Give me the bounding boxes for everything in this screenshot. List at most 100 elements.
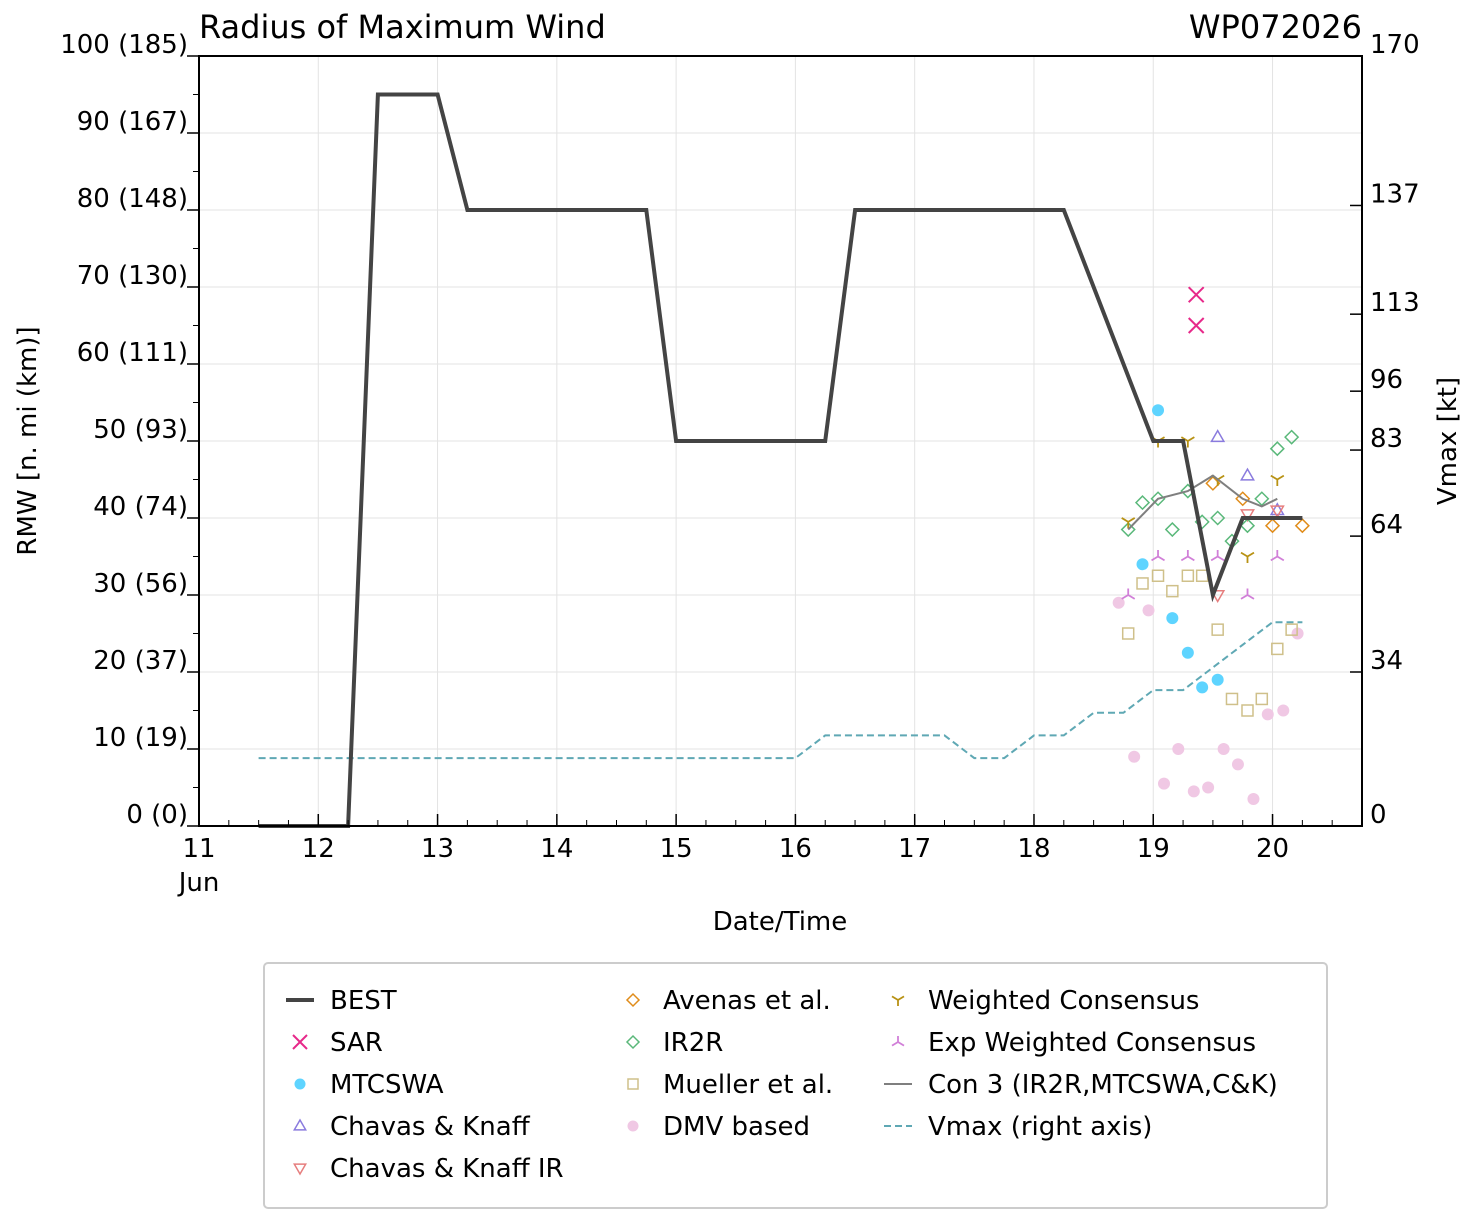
legend-swatch: [294, 1078, 306, 1090]
y-tick-label: 20 (37): [93, 646, 188, 676]
exp-weighted-consensus-point: [1270, 550, 1285, 562]
legend-label: MTCSWA: [330, 1070, 444, 1100]
sar-point: [1187, 286, 1205, 303]
legend-entry-weighted-consensus: Weighted Consensus: [891, 986, 1199, 1016]
legend-entry-sar: SAR: [292, 1028, 383, 1058]
legend-swatch: [625, 1034, 641, 1050]
x-tick-label: 20: [1256, 834, 1289, 864]
series-sar: [1187, 286, 1205, 334]
axes: 11 12 13 14 15 16 17 18 19 20 Jun 0 (0) 10 (19) 20 (3…: [60, 30, 1419, 898]
y-tick-label: 40 (74): [93, 492, 188, 522]
legend-label: Weighted Consensus: [928, 986, 1199, 1016]
legend-label: Con 3 (IR2R,MTCSWA,C&K): [928, 1070, 1278, 1100]
ir2r-point: [1150, 491, 1166, 507]
mtcswa-point: [1166, 612, 1179, 625]
mtcswa-point: [1181, 646, 1194, 659]
storm-id: WP072026: [1189, 8, 1362, 46]
dmv-based-point: [1112, 596, 1125, 609]
legend-label: BEST: [330, 986, 397, 1016]
exp-weighted-consensus-point: [1240, 588, 1255, 600]
dmv-based-point: [1157, 777, 1170, 790]
ir2r-point: [1134, 495, 1151, 511]
legend-label: Avenas et al.: [663, 986, 831, 1016]
legend-label: IR2R: [663, 1028, 723, 1058]
legend-entry-avenas-et-al: Avenas et al.: [625, 986, 831, 1016]
y-tick-label: 60 (111): [77, 338, 188, 368]
x-axis-label: Date/Time: [713, 907, 848, 937]
mueller-et-al-point: [1136, 577, 1149, 590]
dmv-based-point: [1172, 743, 1185, 755]
series-con-3-ir2r-mtcswa-c-k: [1127, 474, 1278, 531]
y-tick-label: 80 (148): [77, 184, 188, 214]
legend-label: Vmax (right axis): [928, 1112, 1152, 1142]
avenas-et-al-point: [1294, 518, 1310, 534]
legend-entry-dmv-based: DMV based: [627, 1112, 810, 1142]
exp-weighted-consensus-point: [1210, 550, 1225, 562]
dmv-based-point: [1142, 604, 1155, 617]
chavas-knaff-point: [1240, 467, 1255, 481]
legend-swatch: [627, 1120, 639, 1132]
y-tick-label: 100 (185): [60, 30, 188, 60]
legend-entry-con-3-ir2r-mtcswa-c-k: Con 3 (IR2R,MTCSWA,C&K): [884, 1070, 1278, 1100]
mueller-et-al-point: [1225, 692, 1239, 706]
dmv-based-point: [1187, 785, 1200, 798]
legend-swatch: [293, 1163, 307, 1176]
y2-tick-label: 113: [1370, 288, 1420, 318]
ir2r-point: [1120, 521, 1136, 538]
ir2r-point: [1284, 429, 1300, 445]
con-3-ir2r-mtcswa-c-k-line: [1127, 474, 1278, 531]
legend-swatch: [627, 1078, 639, 1090]
dmv-based-point: [1247, 793, 1260, 806]
weighted-consensus-point: [1270, 474, 1285, 486]
chavas-knaff-ir-point: [1269, 505, 1285, 519]
mueller-et-al-point: [1211, 623, 1224, 636]
mtcswa-point: [1196, 681, 1209, 694]
mtcswa-point: [1152, 404, 1165, 417]
legend-swatch: [891, 995, 905, 1006]
y-tick-label: 90 (167): [77, 107, 188, 137]
chavas-knaff-ir-point: [1240, 509, 1255, 523]
mtcswa-point: [1136, 558, 1149, 571]
legend-entry-exp-weighted-consensus: Exp Weighted Consensus: [891, 1028, 1256, 1058]
x-tick-label: 11: [182, 834, 215, 864]
y2-tick-label: 96: [1370, 365, 1403, 395]
legend-label: Chavas & Knaff: [330, 1112, 531, 1142]
y-tick-label: 70 (130): [77, 261, 188, 291]
legend-label: SAR: [330, 1028, 383, 1058]
weighted-consensus-point: [1240, 551, 1255, 563]
legend-label: Exp Weighted Consensus: [928, 1028, 1256, 1058]
legend-swatch: [293, 1118, 307, 1131]
y2-axis-label: Vmax [kt]: [1433, 377, 1463, 505]
dmv-based-point: [1217, 743, 1230, 755]
series-area: [258, 92, 1310, 828]
dmv-based-point: [1202, 781, 1215, 794]
mueller-et-al-point: [1195, 569, 1209, 582]
x-tick-label: 18: [1017, 834, 1050, 864]
ir2r-point: [1210, 510, 1226, 526]
best-line: [258, 92, 1303, 828]
ir2r-point: [1239, 518, 1256, 534]
ir2r-point: [1254, 491, 1270, 507]
series-ir2r: [1120, 429, 1300, 549]
x-tick-label: 12: [302, 834, 335, 864]
y2-tick-label: 34: [1370, 646, 1403, 676]
dmv-based-point: [1128, 750, 1141, 763]
y2-tick-label: 137: [1370, 179, 1420, 209]
mueller-et-al-point: [1241, 704, 1254, 717]
mtcswa-point: [1211, 673, 1224, 686]
legend-entry-mtcswa: MTCSWA: [294, 1070, 444, 1100]
legend-box: [263, 962, 1328, 1209]
legend-entry-chavas-knaff-ir: Chavas & Knaff IR: [293, 1154, 564, 1184]
x-month-label: Jun: [177, 868, 220, 898]
y2-tick-label: 83: [1370, 424, 1403, 454]
mueller-et-al-point: [1285, 623, 1298, 636]
mueller-et-al-point: [1121, 627, 1135, 640]
mueller-et-al-point: [1271, 642, 1284, 656]
y-tick-label: 0 (0): [126, 800, 188, 830]
dmv-based-point: [1231, 758, 1244, 771]
x-tick-label: 17: [898, 834, 931, 864]
vmax-right-axis-line: [258, 621, 1303, 760]
mueller-et-al-point: [1255, 692, 1269, 706]
avenas-et-al-point: [1264, 518, 1281, 534]
